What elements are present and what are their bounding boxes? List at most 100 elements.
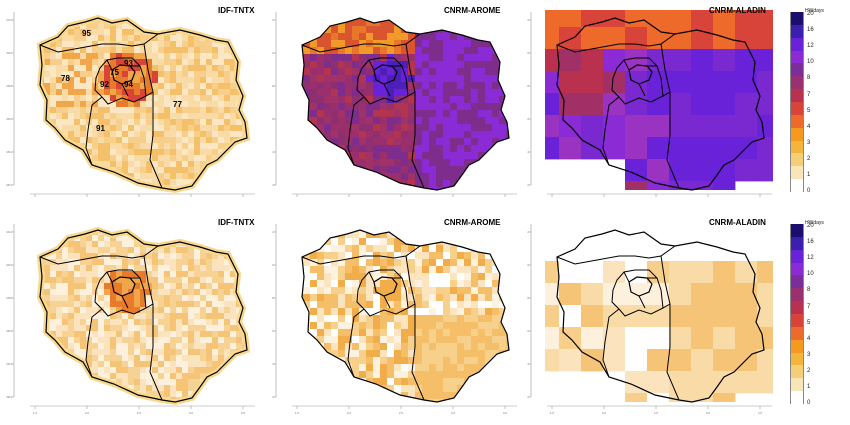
legend-label: 7 bbox=[807, 303, 811, 310]
region-outline bbox=[301, 229, 510, 403]
legend-label: 8 bbox=[807, 287, 811, 294]
legend-swatch bbox=[790, 166, 804, 180]
y-tick-label: 48.8 bbox=[272, 84, 274, 88]
department-border bbox=[368, 59, 375, 71]
legend-label: 12 bbox=[807, 255, 814, 262]
y-tick-label: 49.0 bbox=[527, 51, 529, 55]
y-tick-label: 49.2 bbox=[527, 230, 529, 234]
y-tick-label: 48.2 bbox=[6, 183, 12, 187]
x-tick-label: 2.5 bbox=[654, 199, 659, 200]
x-tick-label: 2.0 bbox=[347, 411, 352, 415]
department-border bbox=[623, 271, 630, 283]
panel-title: IDF-TNTX bbox=[218, 218, 255, 227]
region-outline bbox=[556, 17, 765, 191]
y-tick-label: 48.4 bbox=[6, 362, 12, 366]
y-tick-label: 48.2 bbox=[6, 395, 12, 399]
x-tick-label: 3.0 bbox=[189, 199, 194, 200]
legend-swatch bbox=[790, 127, 804, 142]
y-tick-label: 48.8 bbox=[527, 84, 529, 88]
legend-swatch bbox=[790, 275, 804, 289]
department-border bbox=[556, 245, 676, 265]
y-tick-label: 48.8 bbox=[527, 296, 529, 300]
legend-unit: HWdays bbox=[805, 8, 824, 14]
y-tick-label: 49.2 bbox=[6, 230, 12, 234]
department-border bbox=[347, 308, 365, 378]
legend-swatch bbox=[790, 326, 804, 341]
y-tick-label: 48.6 bbox=[272, 329, 274, 333]
legend-swatch bbox=[790, 365, 804, 379]
y-tick-label: 48.8 bbox=[6, 296, 12, 300]
department-border bbox=[623, 59, 630, 71]
y-tick-label: 48.6 bbox=[6, 117, 12, 121]
legend-label: 10 bbox=[807, 59, 814, 66]
x-tick-label: 2.5 bbox=[399, 411, 404, 415]
legend-swatch bbox=[790, 140, 804, 154]
legend-label: 16 bbox=[807, 27, 814, 34]
legend-swatch bbox=[790, 249, 804, 264]
x-tick-label: 3.0 bbox=[451, 411, 456, 415]
legend-swatch bbox=[790, 89, 804, 103]
department-border bbox=[363, 303, 416, 317]
legend-swatch bbox=[790, 63, 804, 77]
legend-label: 2 bbox=[807, 156, 811, 163]
x-tick-label: 3.0 bbox=[706, 199, 711, 200]
department-border bbox=[121, 295, 129, 309]
department-border bbox=[39, 33, 159, 53]
y-tick-label: 48.6 bbox=[527, 329, 529, 333]
region-outline bbox=[301, 17, 510, 191]
department-border bbox=[101, 91, 154, 105]
y-tick-label: 48.2 bbox=[272, 183, 274, 187]
x-tick-label: 2.5 bbox=[137, 411, 142, 415]
x-tick-label: 3.5 bbox=[241, 411, 246, 415]
panel-title: CNRM-AROME bbox=[444, 6, 501, 15]
department-border bbox=[143, 43, 163, 189]
legend-swatch bbox=[790, 236, 804, 251]
legend-bottom: HWdays 20 16 12 10 8 7 5 4 3 2 1 0 bbox=[787, 220, 847, 415]
department-border bbox=[638, 83, 646, 97]
department-border bbox=[85, 308, 103, 378]
legend-label: 7 bbox=[807, 91, 811, 98]
legend-label: 5 bbox=[807, 319, 811, 326]
department-border bbox=[383, 83, 391, 97]
legend-swatch bbox=[790, 314, 804, 328]
x-tick-label: 2.0 bbox=[85, 411, 90, 415]
legend-swatch bbox=[790, 153, 804, 167]
department-border bbox=[39, 245, 159, 265]
department-border bbox=[611, 57, 664, 98]
dept-label-94: 94 bbox=[124, 80, 133, 89]
legend-label: 10 bbox=[807, 271, 814, 278]
dept-label-78: 78 bbox=[61, 74, 70, 83]
department-border bbox=[121, 83, 129, 97]
dept-label-77: 77 bbox=[173, 100, 182, 109]
panel-title: IDF-TNTX bbox=[218, 6, 255, 15]
dept-label-91: 91 bbox=[96, 124, 105, 133]
department-border bbox=[301, 245, 421, 265]
legend-top: HWdays 20 16 12 10 8 7 5 4 3 2 1 0 bbox=[787, 8, 847, 198]
department-border bbox=[383, 295, 391, 309]
y-tick-label: 48.4 bbox=[272, 362, 274, 366]
x-tick-label: 1.5 bbox=[295, 411, 300, 415]
map-panel-top-left: 1.52.02.53.03.549.249.048.848.648.448.2 … bbox=[0, 0, 272, 200]
y-tick-label: 49.2 bbox=[272, 230, 274, 234]
x-tick-label: 3.5 bbox=[758, 411, 763, 415]
legend-label: 20 bbox=[807, 11, 814, 17]
legend-swatch bbox=[790, 301, 804, 315]
legend-swatch bbox=[790, 339, 804, 354]
legend-label: 1 bbox=[807, 384, 811, 391]
legend-label: 0 bbox=[807, 400, 811, 407]
department-border bbox=[602, 96, 620, 166]
legend-label: 12 bbox=[807, 43, 814, 50]
department-border bbox=[618, 91, 671, 105]
dept-label-95: 95 bbox=[82, 29, 91, 38]
y-tick-label: 49.2 bbox=[6, 18, 12, 22]
map-panel-bottom-left: 1.5 2.0 2.5 3.0 3.5 49.2 49.0 48.8 48.6 48.4 48.2 … bbox=[0, 212, 272, 422]
legend-label: 2 bbox=[807, 368, 811, 375]
department-border bbox=[101, 303, 154, 317]
region-outline bbox=[556, 229, 765, 403]
department-border bbox=[106, 59, 113, 71]
x-tick-label: 1.5 bbox=[295, 199, 300, 200]
y-tick-label: 49.0 bbox=[527, 263, 529, 267]
legend-label: 0 bbox=[807, 188, 811, 195]
x-tick-label: 3.0 bbox=[706, 411, 711, 415]
legend-swatch bbox=[790, 114, 804, 129]
